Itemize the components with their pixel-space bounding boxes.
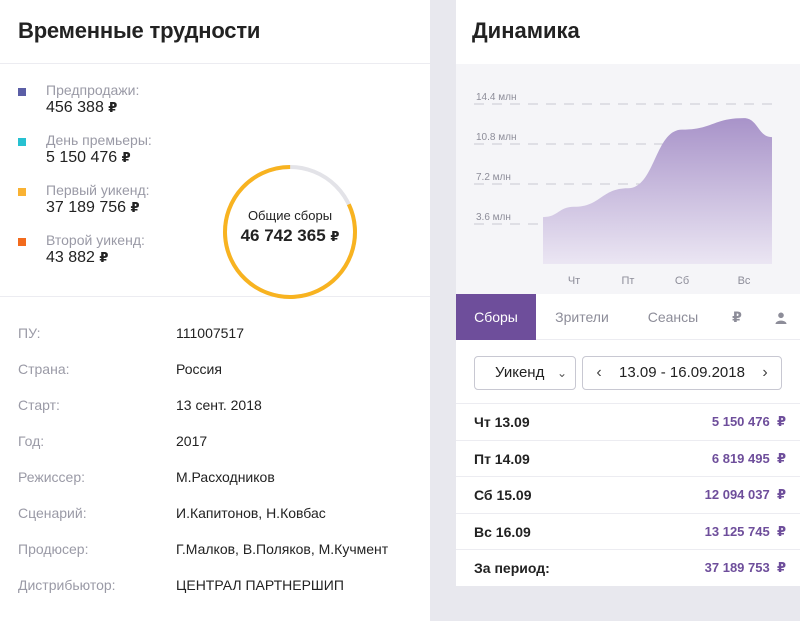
series-area: [543, 118, 772, 264]
tab-gross[interactable]: Сборы: [456, 294, 536, 340]
info-row-start: Старт: 13 сент. 2018: [0, 387, 430, 423]
row-value: 5 150 476 ₽: [711, 414, 786, 429]
film-info: ПУ: 111007517 Страна: Россия Старт: 13 с…: [0, 297, 430, 603]
legend-label: Предпродажи:: [46, 82, 140, 98]
dynamics-chart-svg: 3.6 млн 7.2 млн 10.8 млн 14.4 млн Чт Пт Сб Вс: [474, 92, 776, 287]
info-row-director: Режиссер: М.Расходников: [0, 459, 430, 495]
y-tick-label: 7.2 млн: [476, 172, 511, 183]
table-row: Чт 13.09 5 150 476 ₽: [456, 404, 800, 441]
date-range: 13.09 - 16.09.2018 ‹ ›: [582, 356, 782, 390]
info-row-producer: Продюсер: Г.Малков, В.Поляков, М.Кучмент: [0, 531, 430, 567]
legend-item-first-weekend: Первый уикенд: 37 189 756 ₽: [18, 182, 152, 232]
info-value: 2017: [176, 433, 208, 449]
ring-text: Общие сборы 46 742 365 ₽: [220, 208, 360, 246]
table-row-total: За период: 37 189 753 ₽: [456, 550, 800, 587]
tab-viewers[interactable]: Зрители: [555, 309, 609, 325]
row-day: Вс 16.09: [474, 523, 531, 540]
date-range-text: 13.09 - 16.09.2018: [619, 364, 745, 381]
info-value: Россия: [176, 361, 222, 377]
legend-color-swatch: [18, 188, 26, 196]
dynamics-panel: Динамика 3.6 млн 7.2 млн 10.8 млн 14.4 млн Ч…: [456, 0, 800, 586]
table-row: Сб 15.09 12 094 037 ₽: [456, 477, 800, 514]
y-tick-label: 3.6 млн: [476, 212, 511, 223]
y-tick-label: 10.8 млн: [476, 132, 516, 143]
chevron-left-icon[interactable]: ‹: [596, 364, 602, 381]
info-value: 111007517: [176, 325, 244, 341]
info-key: ПУ:: [18, 325, 41, 341]
person-icon-glyph: [775, 312, 787, 325]
info-row-year: Год: 2017: [0, 423, 430, 459]
legend-label: Второй уикенд:: [46, 232, 145, 248]
legend-item-second-weekend: Второй уикенд: 43 882 ₽: [18, 232, 152, 282]
legend-color-swatch: [18, 138, 26, 146]
chevron-down-icon: ⌄: [556, 366, 567, 380]
info-key: Год:: [18, 433, 45, 449]
info-value: И.Капитонов, Н.Ковбас: [176, 505, 326, 521]
info-row-license: ПУ: 111007517: [0, 315, 430, 351]
table-row: Вс 16.09 13 125 745 ₽: [456, 514, 800, 551]
x-tick-label: Вс: [738, 275, 751, 287]
x-tick-label: Пт: [622, 275, 635, 287]
period-controls: Уикенд ⌄ 13.09 - 16.09.2018 ‹ ›: [456, 340, 800, 404]
info-row-country: Страна: Россия: [0, 351, 430, 387]
info-key: Режиссер:: [18, 469, 85, 485]
ruble-icon[interactable]: ₽: [732, 309, 742, 325]
total-gross-ring: Общие сборы 46 742 365 ₽: [220, 161, 360, 304]
row-value: 37 189 753 ₽: [704, 560, 786, 576]
x-tick-label: Чт: [568, 275, 580, 287]
legend-color-swatch: [18, 88, 26, 96]
film-header: Временные трудности: [0, 0, 430, 64]
box-office-stats: Предпродажи: 456 388 ₽ День премьеры: 5 …: [0, 64, 430, 299]
legend-item-premiere-day: День премьеры: 5 150 476 ₽: [18, 132, 152, 182]
info-value: 13 сент. 2018: [176, 397, 262, 413]
gross-table: Чт 13.09 5 150 476 ₽ Пт 14.09 6 819 495 …: [456, 404, 800, 587]
film-title: Временные трудности: [18, 18, 261, 43]
row-day: Сб 15.09: [474, 487, 532, 504]
info-row-distributor: Дистрибьютор: ЦЕНТРАЛ ПАРТНЕРШИП: [0, 567, 430, 603]
film-card: Временные трудности Предпродажи: 456 388…: [0, 0, 430, 621]
row-day: Чт 13.09: [474, 414, 530, 430]
row-day: За период:: [474, 560, 550, 577]
period-select[interactable]: Уикенд ⌄: [474, 356, 576, 390]
dynamics-header: Динамика: [456, 0, 800, 64]
dynamics-title: Динамика: [472, 18, 580, 43]
info-value: Г.Малков, В.Поляков, М.Кучмент: [176, 541, 389, 557]
info-key: Старт:: [18, 397, 60, 413]
metric-tabs: Сборы Зрители Сеансы ₽: [456, 294, 800, 340]
legend-value: 5 150 476 ₽: [46, 149, 131, 166]
dynamics-chart: 3.6 млн 7.2 млн 10.8 млн 14.4 млн Чт Пт Сб Вс: [456, 64, 800, 294]
row-day: Пт 14.09: [474, 450, 530, 467]
period-select-value: Уикенд: [495, 364, 545, 381]
legend-color-swatch: [18, 238, 26, 246]
row-value: 12 094 037 ₽: [704, 487, 786, 503]
box-office-legend: Предпродажи: 456 388 ₽ День премьеры: 5 …: [18, 82, 152, 282]
tab-sessions[interactable]: Сеансы: [647, 309, 699, 325]
info-key: Страна:: [18, 361, 70, 377]
info-value: М.Расходников: [176, 469, 275, 485]
info-value: ЦЕНТРАЛ ПАРТНЕРШИП: [176, 577, 344, 593]
chevron-right-icon[interactable]: ›: [762, 364, 768, 381]
legend-value: 456 388 ₽: [46, 99, 118, 116]
x-tick-label: Сб: [675, 275, 689, 287]
info-key: Продюсер:: [18, 541, 89, 557]
legend-value: 43 882 ₽: [46, 249, 109, 266]
y-tick-label: 14.4 млн: [476, 92, 516, 103]
table-row: Пт 14.09 6 819 495 ₽: [456, 441, 800, 478]
info-row-screenplay: Сценарий: И.Капитонов, Н.Ковбас: [0, 495, 430, 531]
legend-label: День премьеры:: [46, 132, 152, 148]
legend-label: Первый уикенд:: [46, 182, 150, 198]
total-gross-label: Общие сборы: [247, 208, 333, 223]
ring-chart: [223, 165, 357, 299]
info-key: Сценарий:: [18, 505, 87, 521]
legend-item-presales: Предпродажи: 456 388 ₽: [18, 82, 152, 132]
row-value: 6 819 495 ₽: [711, 450, 786, 466]
total-gross-value: 46 742 365 ₽: [240, 226, 340, 245]
legend-value: 37 189 756 ₽: [46, 199, 140, 216]
info-key: Дистрибьютор:: [18, 577, 116, 593]
row-value: 13 125 745 ₽: [704, 523, 786, 539]
person-icon[interactable]: [762, 294, 800, 340]
